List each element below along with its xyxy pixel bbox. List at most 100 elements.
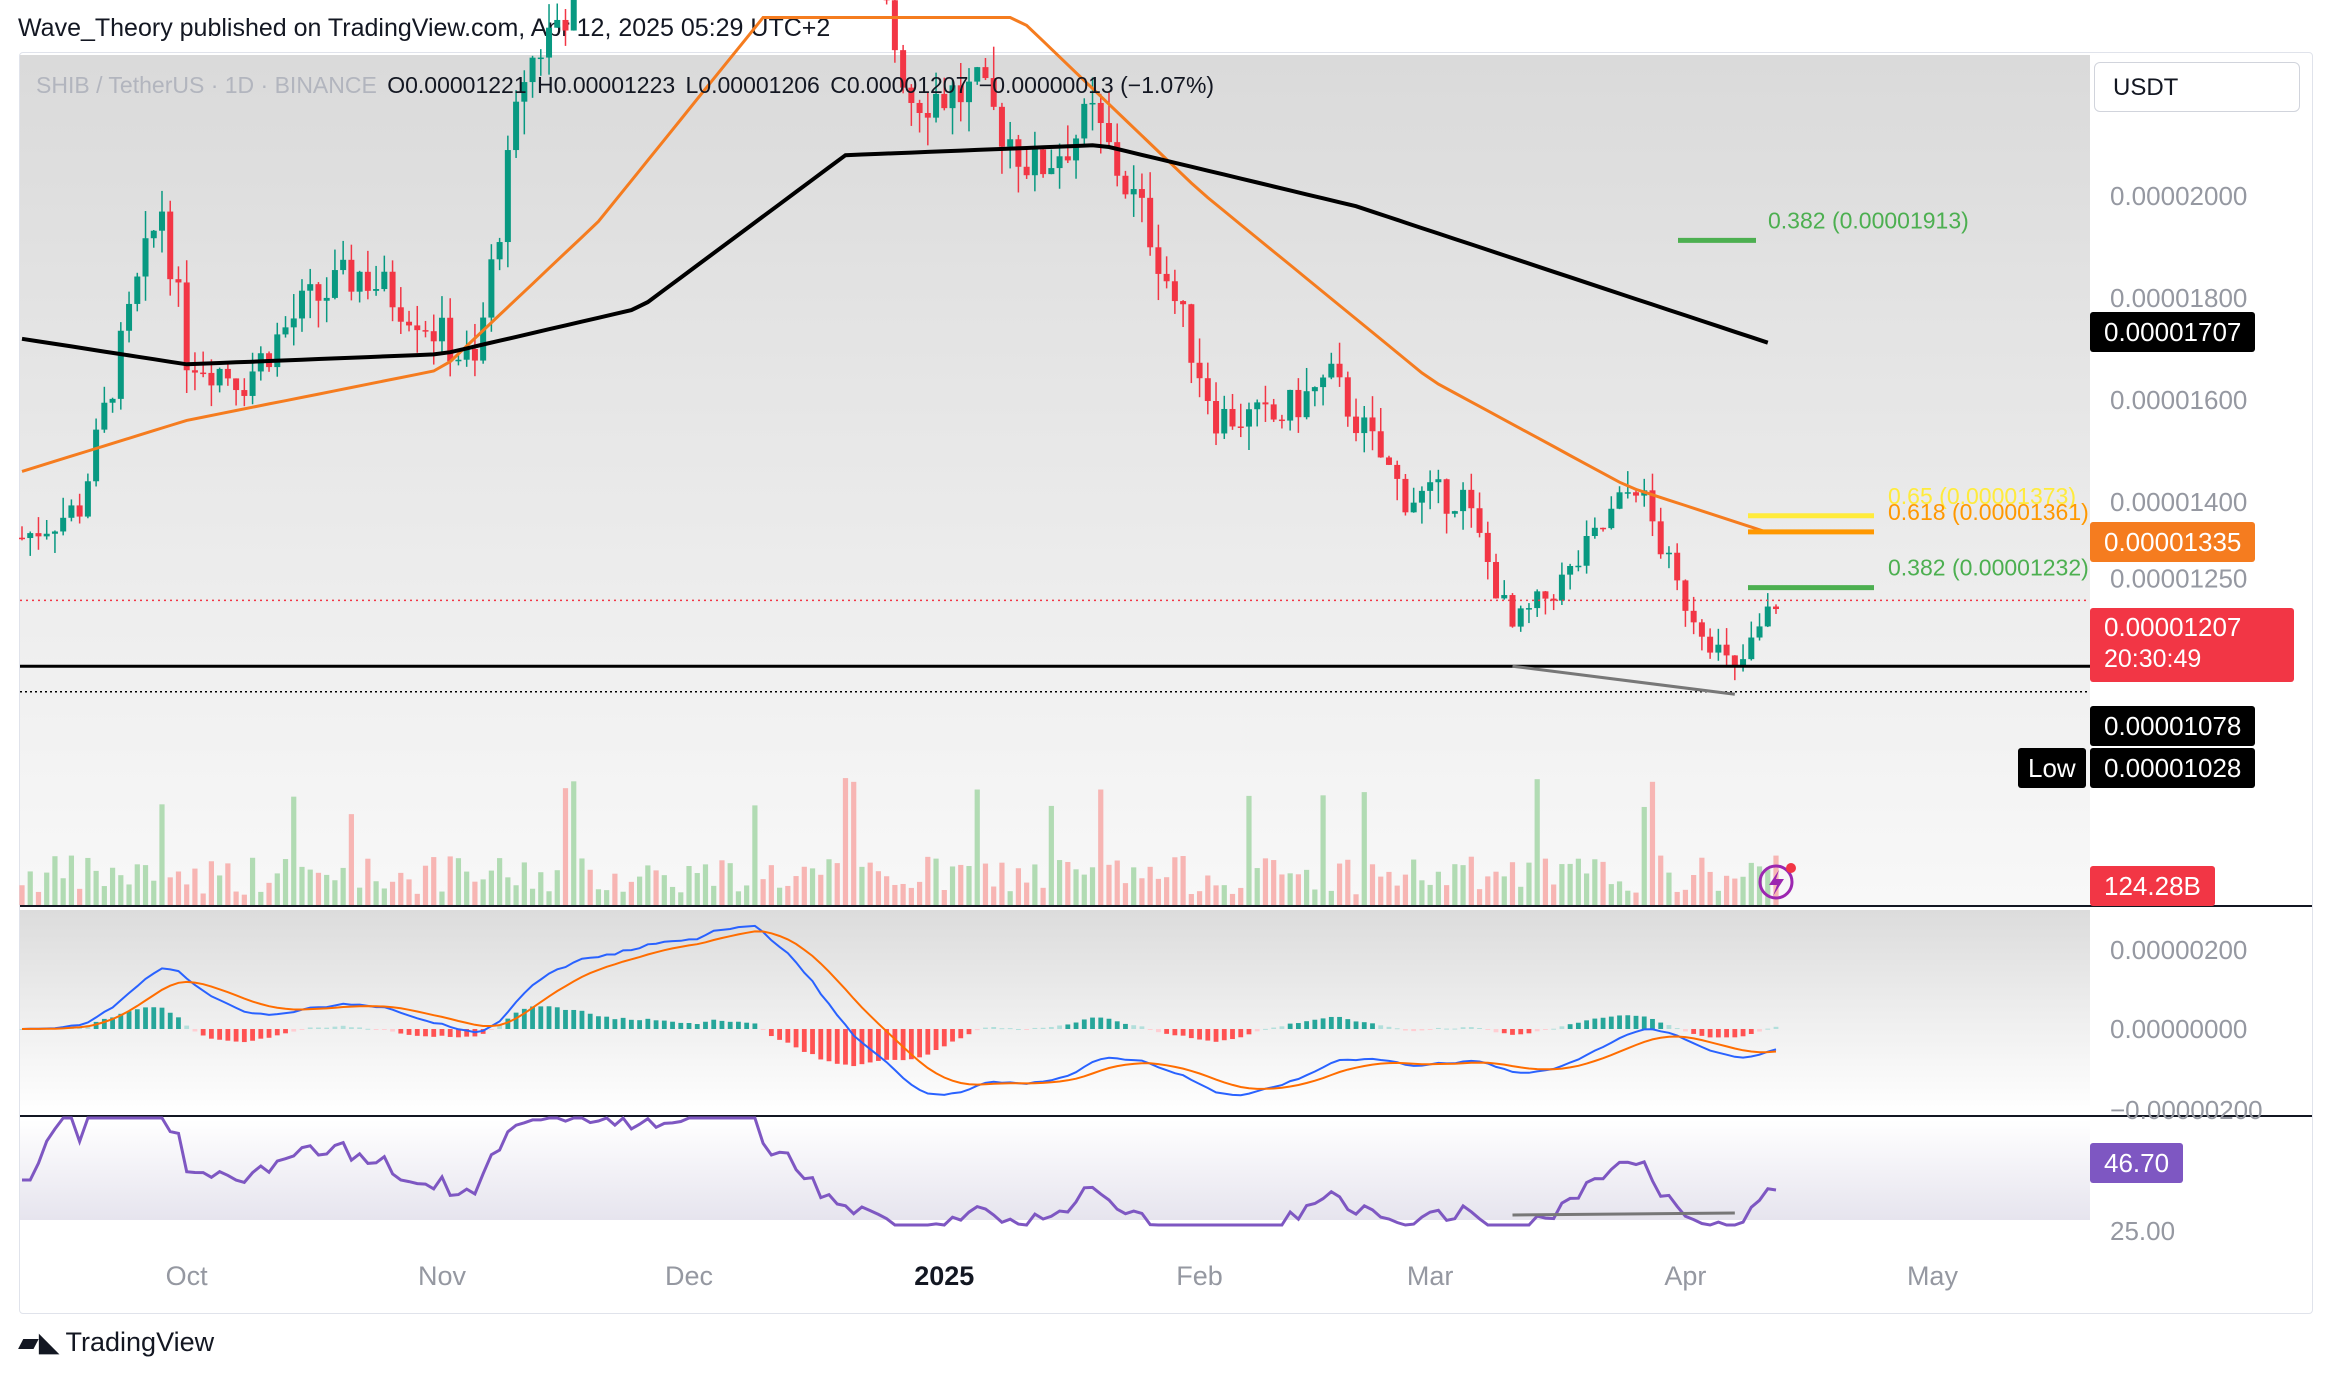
lightning-icon[interactable]: [1758, 863, 1796, 900]
volume-bar: [1526, 862, 1532, 905]
symbol-ohlc-line: SHIB / TetherUS · 1D · BINANCE O0.000012…: [36, 72, 1214, 99]
macd-histogram-bar: [1106, 1018, 1112, 1029]
macd-histogram-bar: [1164, 1029, 1170, 1034]
candle-body: [1616, 492, 1623, 509]
divergence-trendline[interactable]: [1512, 664, 1736, 696]
candle-body: [924, 112, 931, 118]
macd-histogram-bar: [884, 1029, 890, 1060]
macd-histogram-bar: [167, 1012, 173, 1029]
candle-body: [422, 330, 429, 332]
candle-body: [1600, 527, 1607, 530]
candle-body: [1723, 644, 1730, 656]
macd-histogram-bar: [110, 1017, 115, 1029]
macd-histogram-bar: [464, 1029, 470, 1037]
macd-histogram-bar: [563, 1009, 568, 1029]
signal-line: [21, 930, 1777, 1090]
rsi-pane-background: [20, 1120, 2090, 1220]
candle-body: [1377, 431, 1384, 458]
candle-body: [35, 533, 42, 537]
candle-body: [1114, 142, 1121, 176]
volume-bar: [645, 865, 651, 905]
macd-histogram-bar: [777, 1029, 782, 1040]
volume-bar: [991, 886, 997, 905]
macd-histogram-bar: [1559, 1026, 1565, 1029]
macd-histogram-bar: [1748, 1029, 1754, 1034]
macd-histogram-bar: [250, 1029, 255, 1041]
volume-bar: [241, 894, 247, 905]
macd-histogram-bar: [1040, 1027, 1046, 1029]
macd-histogram-bar: [324, 1027, 330, 1029]
macd-histogram-bar: [1592, 1018, 1598, 1029]
volume-bar: [1691, 875, 1697, 905]
candle-body: [126, 303, 133, 331]
volume-bar: [35, 891, 42, 905]
macd-histogram-bar: [1658, 1022, 1664, 1029]
candle-body: [1731, 655, 1738, 668]
volume-bar: [620, 891, 626, 905]
candle-body: [982, 67, 989, 79]
candle-body: [233, 378, 240, 391]
macd-histogram-bar: [1608, 1016, 1614, 1029]
macd-histogram-bar: [1386, 1026, 1392, 1029]
volume-bar: [192, 868, 198, 905]
macd-histogram-bar: [1666, 1025, 1672, 1029]
volume-bar: [1748, 862, 1754, 905]
candle-body: [1097, 102, 1104, 124]
macd-histogram-bar: [340, 1025, 346, 1029]
candle-body: [150, 230, 157, 239]
volume-bar: [809, 868, 816, 905]
volume-bar: [702, 864, 709, 905]
volume-bar: [826, 859, 832, 905]
tradingview-logo[interactable]: ▰◣ TradingView: [18, 1327, 214, 1358]
candle-body: [1122, 175, 1129, 195]
volume-bar: [1625, 890, 1631, 905]
volume-bar: [711, 885, 717, 905]
volume-bar: [1732, 878, 1738, 905]
volume-bar: [1040, 887, 1046, 905]
volume-bar: [1106, 864, 1112, 905]
macd-histogram-bar: [1081, 1019, 1087, 1029]
candle-body: [933, 93, 940, 118]
volume-bar: [1699, 857, 1705, 905]
candle-body: [134, 276, 141, 304]
candle-body: [60, 517, 67, 532]
macd-histogram-bar: [332, 1026, 338, 1029]
macd-histogram-bar: [373, 1029, 379, 1030]
candle-body: [1443, 479, 1450, 514]
candle-body: [84, 481, 91, 517]
ma50-line: [21, 16, 1769, 534]
time-axis-label: Dec: [665, 1261, 713, 1291]
candle-body: [1476, 508, 1483, 533]
candle-body: [916, 102, 923, 113]
macd-histogram-bar: [810, 1029, 815, 1055]
candle-body: [1361, 417, 1368, 434]
candle-body: [430, 331, 437, 342]
candle-body: [323, 297, 330, 301]
candle-body: [1550, 598, 1557, 601]
volume-bar: [142, 865, 149, 905]
macd-histogram-bar: [834, 1029, 840, 1064]
volume-bar: [431, 857, 437, 905]
volume-bar: [389, 881, 396, 905]
rsi-divergence-line[interactable]: [1512, 1211, 1735, 1217]
candle-body: [1756, 626, 1763, 638]
candle-body: [1196, 362, 1203, 379]
symbol-name[interactable]: SHIB / TetherUS · 1D · BINANCE: [36, 72, 377, 98]
candle-body: [504, 150, 511, 243]
macd-histogram-bar: [1403, 1029, 1408, 1031]
volume-bar: [274, 873, 280, 905]
macd-histogram-bar: [760, 1029, 766, 1030]
volume-bar: [1205, 875, 1211, 905]
currency-button[interactable]: USDT: [2094, 62, 2300, 112]
candle-body: [463, 348, 470, 360]
volume-bar: [637, 876, 643, 905]
candle-body: [908, 87, 915, 103]
candle-body: [249, 371, 256, 396]
candle-body: [1369, 417, 1376, 432]
macd-histogram-bar: [1715, 1029, 1721, 1038]
volume-bar: [727, 863, 733, 905]
volume-bar: [966, 865, 972, 905]
candle-body: [1534, 591, 1541, 609]
candle-body: [397, 307, 404, 322]
